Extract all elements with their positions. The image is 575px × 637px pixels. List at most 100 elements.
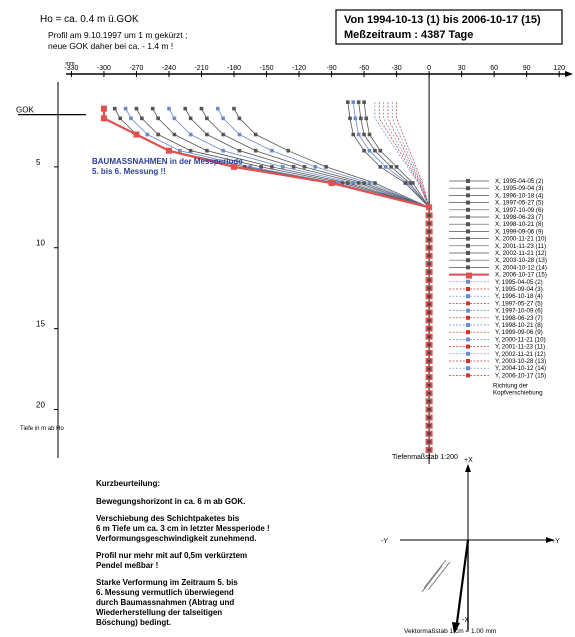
series-point: [364, 116, 369, 121]
legend-marker: [466, 200, 470, 205]
series-point: [243, 165, 247, 169]
deep-point-inner: [427, 221, 431, 225]
y-tick-label: 15: [36, 320, 45, 329]
deep-point-inner: [427, 391, 431, 395]
legend-label: X, 1995-04-05 (2): [495, 178, 544, 185]
period-box: [335, 9, 563, 45]
deep-point-inner: [427, 359, 431, 363]
vector-main-head: [452, 622, 460, 634]
series-point: [221, 116, 225, 121]
series-point: [145, 132, 150, 137]
series-point: [215, 106, 220, 111]
summary-p4-3: durch Baumassnahmen (Abtrag und: [96, 598, 234, 607]
x-tick-label: -120: [292, 65, 306, 72]
series-point: [378, 165, 383, 169]
y-tick-label: 5: [36, 158, 41, 167]
series-point: [403, 181, 408, 185]
series-point: [205, 148, 209, 153]
series-point: [248, 165, 253, 169]
series-point: [199, 106, 204, 111]
x-tick-label: 30: [458, 65, 466, 72]
deep-point-inner: [427, 399, 431, 403]
vector-arrow-right: [546, 537, 554, 543]
legend-marker: [466, 366, 470, 371]
summary-p2-2: 6 m Tiefe um ca. 3 cm in letzter Messper…: [96, 524, 270, 533]
series-point: [167, 106, 171, 111]
series-point: [362, 148, 366, 153]
legend-marker: [466, 351, 470, 356]
legend-marker: [466, 265, 470, 270]
legend-label: X, 1998-10-21 (8): [495, 221, 544, 228]
series-point: [237, 116, 242, 121]
legend-marker: [466, 207, 470, 212]
legend-label: X, 2004-10-12 (14): [495, 264, 547, 271]
deep-point-inner: [427, 424, 431, 428]
series-point: [123, 106, 128, 111]
x-tick-label: -300: [97, 65, 111, 72]
deep-point-inner: [427, 375, 431, 379]
deep-point-inner: [427, 302, 431, 306]
series-point: [165, 147, 172, 154]
legend-marker: [466, 193, 470, 198]
deep-point-inner: [427, 351, 431, 355]
series-point: [356, 132, 361, 137]
series-point: [286, 148, 290, 153]
series-point: [118, 116, 122, 121]
vector-arrow-up: [465, 464, 471, 472]
series-point: [205, 132, 209, 137]
series-point: [362, 181, 366, 185]
x-tick-label: -330: [64, 65, 78, 72]
series-point: [367, 148, 372, 153]
series-point: [253, 148, 258, 153]
scale-label: Tiefenmaßstab 1:200: [392, 454, 458, 461]
legend-marker: [466, 287, 470, 291]
legend-marker: [466, 215, 470, 219]
minus-x-label: -X: [462, 617, 469, 624]
period-line-1: Von 1994-10-13 (1) bis 2006-10-17 (15): [344, 14, 541, 26]
deep-point-inner: [427, 238, 431, 242]
ho-label: Ho = ca. 0.4 m ü.GOK: [40, 14, 139, 25]
legend-marker: [466, 323, 470, 327]
series-point: [373, 181, 377, 185]
legend-marker: [466, 330, 470, 335]
deep-point-inner: [427, 416, 431, 420]
legend-marker: [466, 337, 470, 342]
series-point: [356, 100, 361, 104]
deep-point-inner: [427, 432, 431, 436]
series-point: [373, 148, 377, 153]
series-point: [405, 181, 410, 185]
deep-point-inner: [427, 254, 431, 258]
legend-label: X, 1997-05-27 (5): [495, 200, 544, 207]
legend-label: X, 1998-06-23 (7): [495, 214, 544, 221]
legend-marker: [466, 308, 470, 313]
x-tick-label: 0: [427, 65, 431, 72]
series-point: [367, 132, 372, 137]
legend-marker: [466, 272, 472, 279]
plus-x-label: +X: [464, 457, 473, 464]
deep-point-inner: [427, 319, 431, 323]
series-point: [221, 148, 225, 153]
series-point: [188, 116, 193, 121]
series-point: [346, 181, 350, 185]
series-point: [328, 180, 335, 187]
legend-label: X, 1997-10-09 (6): [495, 207, 544, 214]
summary: Kurzbeurteilung: Bewegungshorizont in ca…: [96, 479, 270, 627]
series-point: [362, 132, 366, 137]
x-tick-label: -150: [260, 65, 274, 72]
deep-point-inner: [427, 230, 431, 234]
deep-point-inner: [427, 294, 431, 298]
series-point: [156, 116, 160, 121]
vector-small-2: [427, 561, 451, 591]
series-point: [150, 106, 155, 111]
summary-p2-3: Verformungsgeschwindigkeit zunehmend.: [96, 534, 256, 543]
legend-label: Y, 2003-10-28 (13): [495, 358, 546, 365]
legend-label: X, 1996-10-18 (4): [495, 192, 544, 199]
annotation-line-2: 5. bis 6. Messung !!: [92, 167, 166, 176]
summary-p3-2: Pendel meßbar !: [96, 561, 158, 570]
series-point: [348, 116, 352, 121]
series-point: [407, 181, 412, 185]
series-point: [112, 106, 117, 111]
summary-p2-1: Verschiebung des Schichtpaketes bis: [96, 514, 240, 523]
vector-main-arrow: [454, 539, 470, 631]
